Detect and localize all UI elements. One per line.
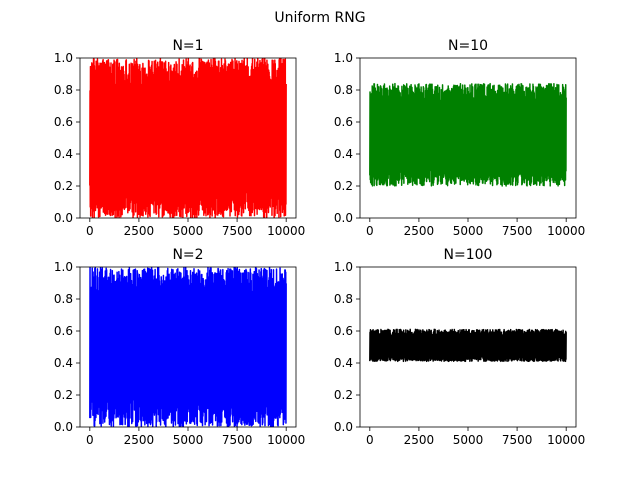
y-tick-label: 0.6: [334, 324, 353, 338]
y-tick-label: 0.8: [54, 292, 73, 306]
subplot-n-100: N=100 0 2500 5000 7500 10000 0.0 0.2 0.4 0.6 0.8 1.…: [334, 247, 585, 447]
x-tick-label: 5000: [453, 224, 484, 238]
x-tick-label: 7500: [502, 433, 533, 447]
y-tick-label: 1.0: [54, 51, 73, 65]
series-line: [369, 328, 567, 363]
y-tick-label: 0.4: [54, 147, 73, 161]
y-tick-label: 0.0: [54, 211, 73, 225]
y-tick-label: 0.2: [54, 388, 73, 402]
y-tick-label: 0.0: [334, 420, 353, 434]
x-tick-label: 5000: [453, 433, 484, 447]
subplot-n-1: N=1 0 2500 5000 7500 10000 0.0 0.2 0.4 0.6 0.8 1.0: [54, 38, 305, 238]
y-tick-label: 0.4: [334, 356, 353, 370]
y-tick-label: 1.0: [334, 51, 353, 65]
y-tick-label: 0.2: [334, 179, 353, 193]
subplot-title: N=10: [448, 38, 488, 54]
x-tick-label: 0: [86, 224, 94, 238]
x-tick-label: 5000: [173, 224, 204, 238]
y-tick-label: 0.0: [334, 211, 353, 225]
y-tick-label: 0.6: [54, 324, 73, 338]
x-tick-label: 10000: [547, 224, 585, 238]
x-tick-label: 2500: [124, 224, 155, 238]
y-tick-label: 0.8: [334, 292, 353, 306]
x-tick-label: 10000: [547, 433, 585, 447]
x-tick-label: 7500: [502, 224, 533, 238]
y-tick-label: 0.4: [54, 356, 73, 370]
subplot-title: N=100: [444, 247, 493, 263]
y-tick-label: 0.8: [54, 83, 73, 97]
x-tick-label: 0: [366, 224, 374, 238]
x-tick-label: 5000: [173, 433, 204, 447]
subplot-n-2: N=2 0 2500 5000 7500 10000 0.0 0.2 0.4 0.6 0.8 1.0: [54, 247, 305, 447]
x-tick-label: 2500: [404, 224, 435, 238]
series-line: [89, 58, 287, 218]
x-tick-label: 10000: [267, 433, 305, 447]
y-tick-label: 0.0: [54, 420, 73, 434]
x-tick-label: 7500: [222, 433, 253, 447]
x-tick-label: 0: [86, 433, 94, 447]
x-tick-label: 2500: [404, 433, 435, 447]
subplot-n-10: N=10 0 2500 5000 7500 10000 0.0 0.2 0.4 0.6 0.8 1.0: [334, 38, 585, 238]
y-tick-label: 1.0: [334, 260, 353, 274]
series-line: [89, 267, 287, 427]
subplot-title: N=2: [172, 247, 203, 263]
subplot-title: N=1: [172, 38, 203, 54]
y-tick-label: 0.4: [334, 147, 353, 161]
figure-title: Uniform RNG: [274, 10, 365, 26]
y-tick-label: 0.6: [54, 115, 73, 129]
y-tick-label: 0.2: [334, 388, 353, 402]
axes-layer: N=10 2500 5000 7500 100000.00.20.40.60.81.0N…: [54, 38, 585, 447]
x-tick-label: 0: [366, 433, 374, 447]
x-tick-label: 2500: [124, 433, 155, 447]
x-tick-label: 10000: [267, 224, 305, 238]
series-line: [369, 82, 567, 187]
y-tick-label: 0.6: [334, 115, 353, 129]
y-tick-label: 1.0: [54, 260, 73, 274]
y-tick-label: 0.2: [54, 179, 73, 193]
y-tick-label: 0.8: [334, 83, 353, 97]
x-tick-label: 7500: [222, 224, 253, 238]
